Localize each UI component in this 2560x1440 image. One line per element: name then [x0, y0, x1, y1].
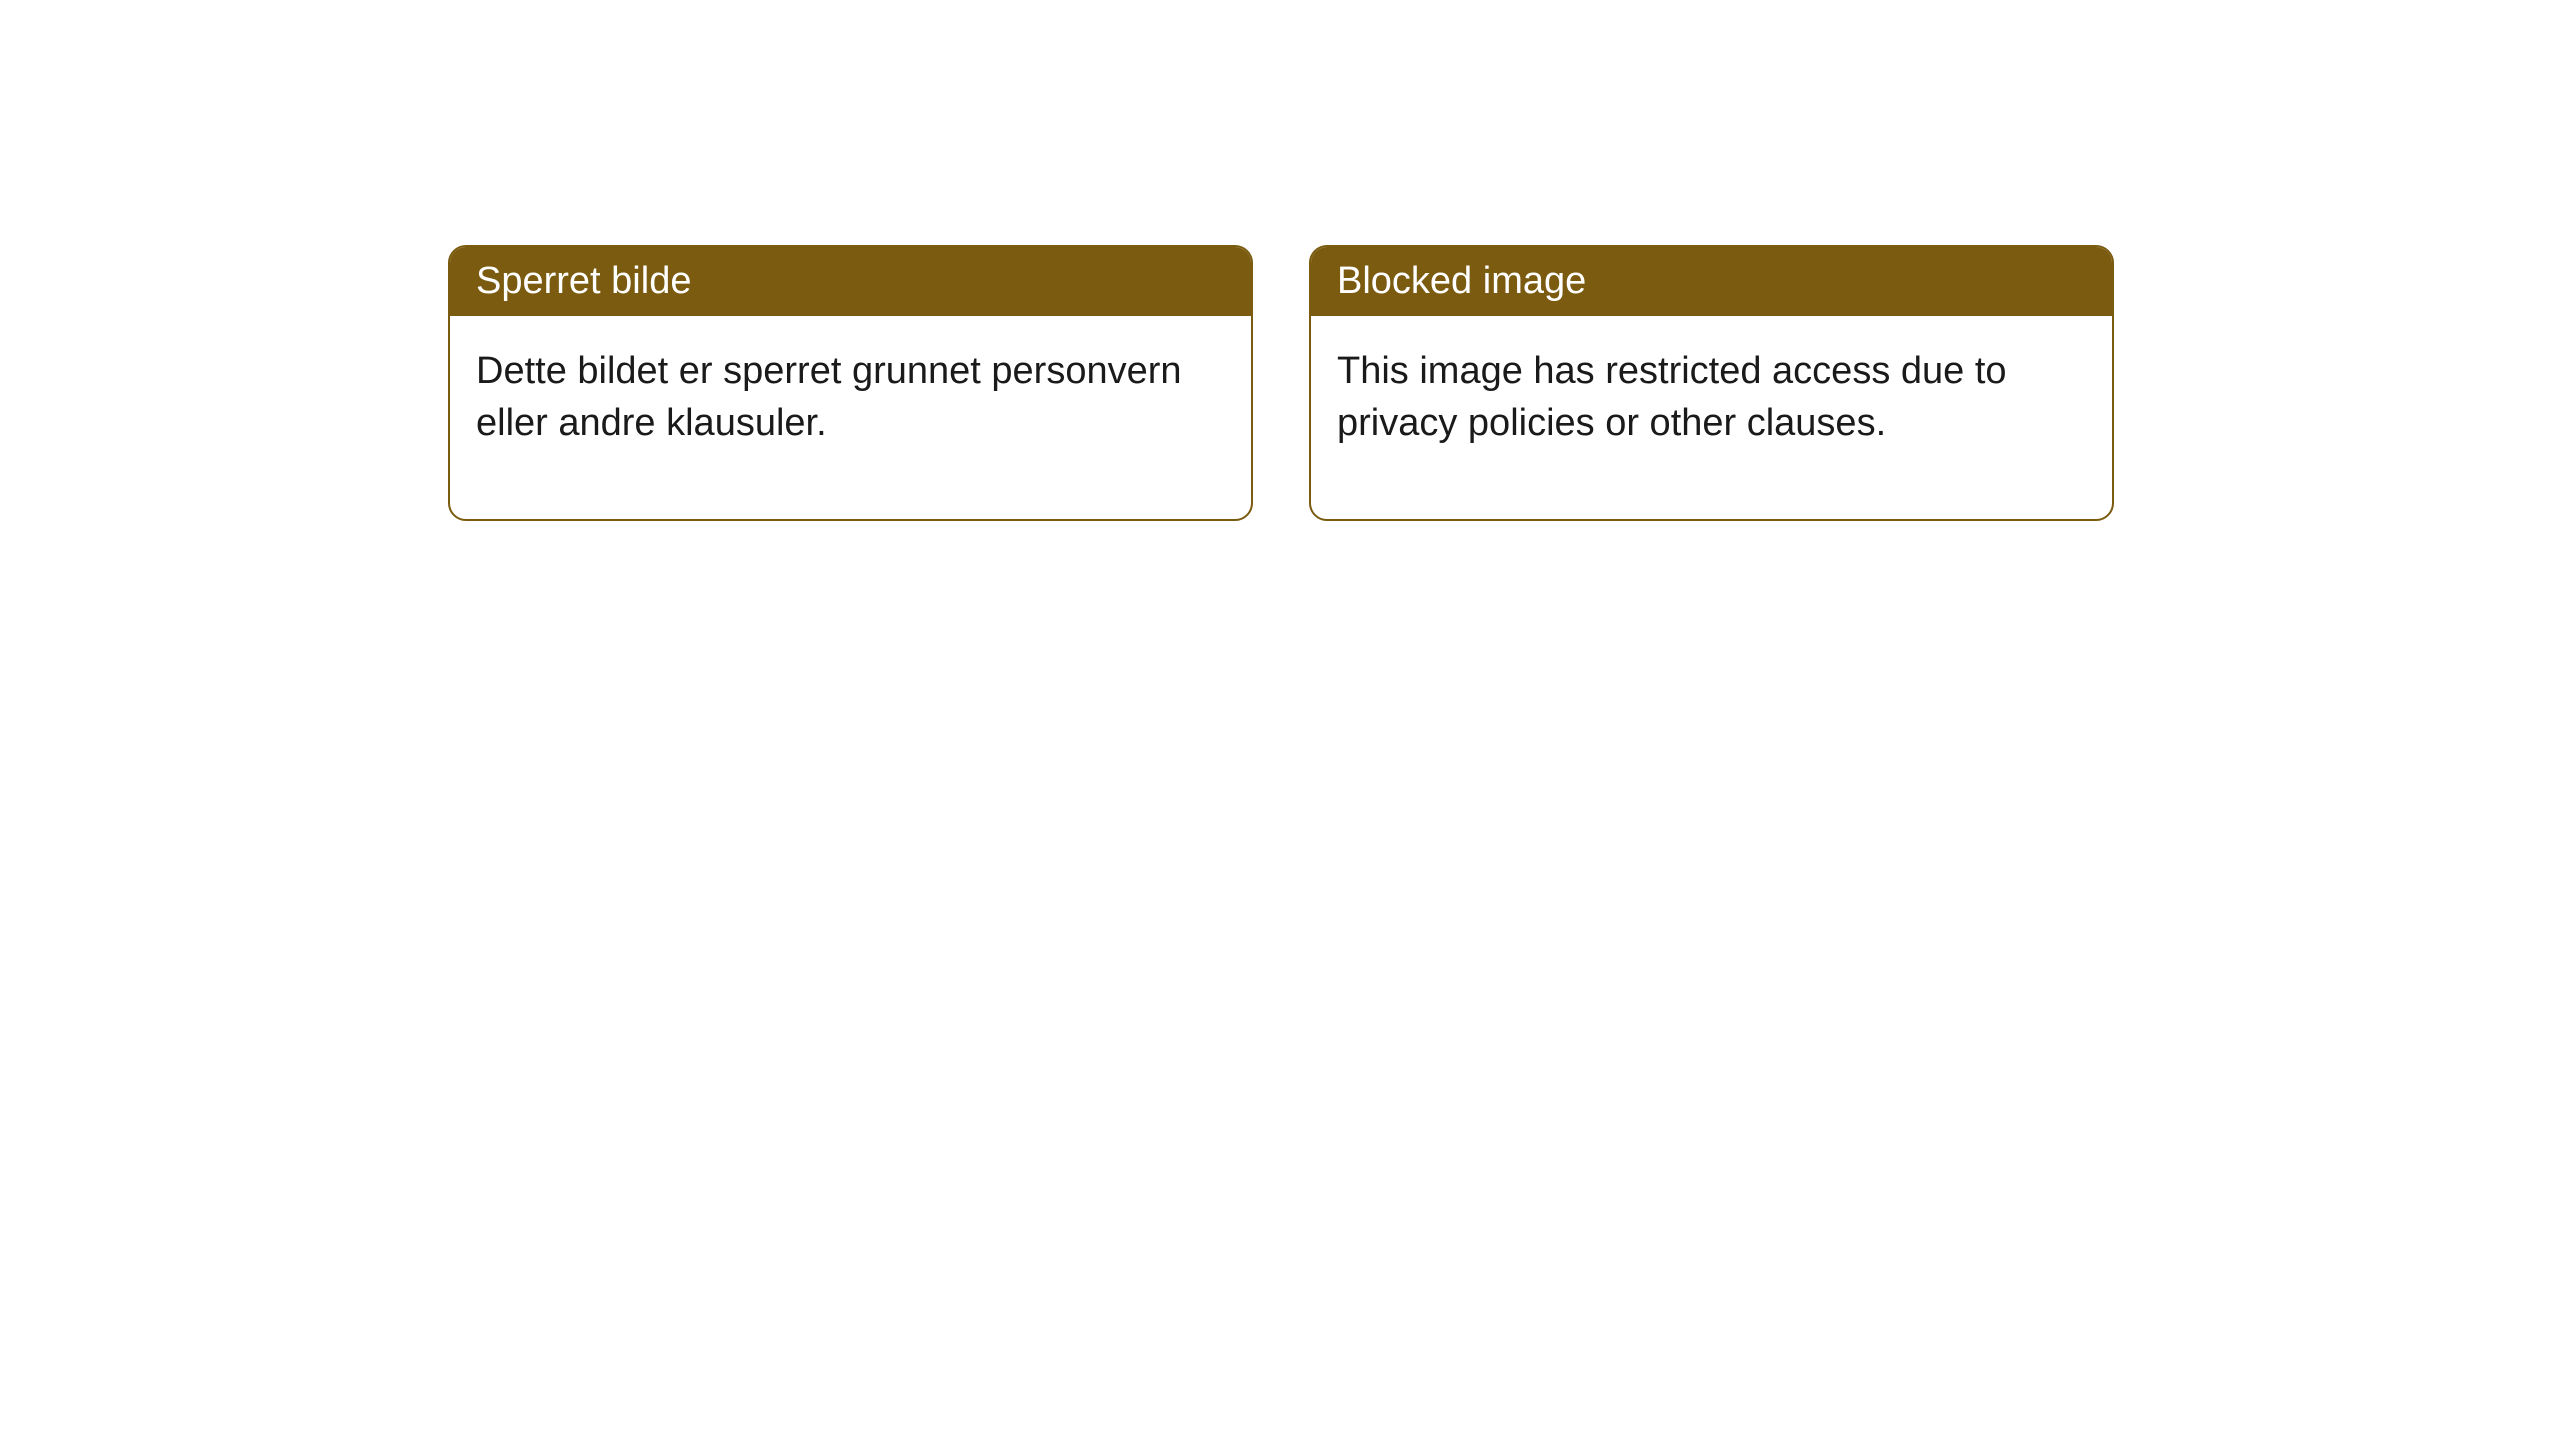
- notice-body-no: Dette bildet er sperret grunnet personve…: [450, 316, 1251, 519]
- notice-card-no: Sperret bilde Dette bildet er sperret gr…: [448, 245, 1253, 521]
- notice-card-en: Blocked image This image has restricted …: [1309, 245, 2114, 521]
- notice-body-en: This image has restricted access due to …: [1311, 316, 2112, 519]
- notice-header-en: Blocked image: [1311, 247, 2112, 316]
- blocked-image-notices: Sperret bilde Dette bildet er sperret gr…: [448, 245, 2114, 521]
- notice-header-no: Sperret bilde: [450, 247, 1251, 316]
